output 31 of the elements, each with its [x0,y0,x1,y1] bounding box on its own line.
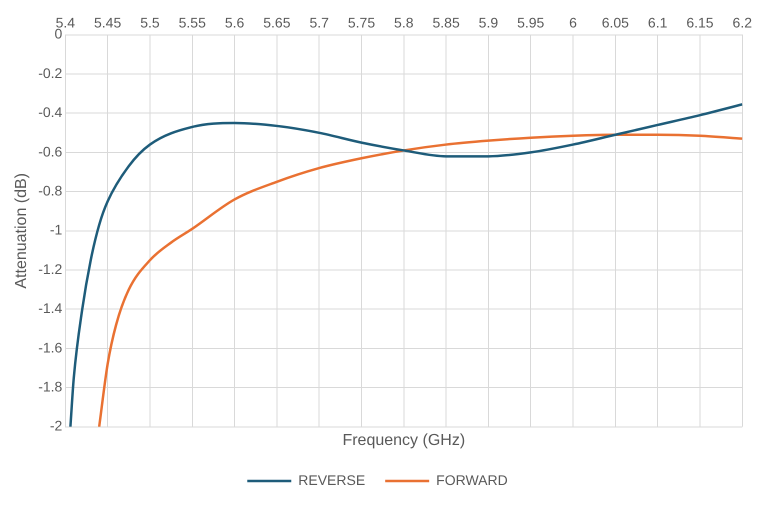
y-tick-label: -1 [50,222,63,238]
x-tick-label: 5.8 [394,14,414,30]
x-tick-label: 5.6 [224,14,244,30]
x-tick-label: 5.55 [178,14,206,30]
y-tick-label: -0.4 [38,104,63,120]
y-axis-title: Attenuation (dB) [13,172,30,289]
y-tick-label: -1.8 [38,378,63,394]
y-tick-label: -0.6 [38,143,63,160]
y-tick-label: -2 [50,418,63,434]
legend-label: REVERSE [298,472,366,488]
x-axis-title: Frequency (GHz) [342,432,466,449]
x-tick-label: 6.1 [648,14,668,30]
legend-label: FORWARD [436,472,508,488]
x-tick-label: 5.7 [309,14,330,30]
x-tick-label: 5.5 [140,14,160,30]
y-tick-label: -0.8 [38,182,63,198]
x-tick-label: 5.45 [94,14,122,30]
y-tick-label: -1.2 [38,260,63,277]
x-tick-label: 6.2 [732,14,752,30]
x-tick-label: 6 [569,14,578,30]
x-tick-label: 5.75 [348,14,376,30]
x-tick-label: 6.15 [686,14,714,30]
x-tick-label: 5.85 [432,14,460,30]
y-tick-label: -1.6 [38,339,63,356]
x-tick-label: 5.9 [478,14,498,30]
x-tick-label: 5.4 [56,14,76,30]
x-tick-label: 5.95 [517,14,545,30]
x-tick-label: 6.05 [602,14,630,30]
y-tick-label: -0.2 [38,64,63,81]
y-tick-label: -1.4 [38,300,63,316]
x-tick-label: 5.65 [263,14,291,30]
